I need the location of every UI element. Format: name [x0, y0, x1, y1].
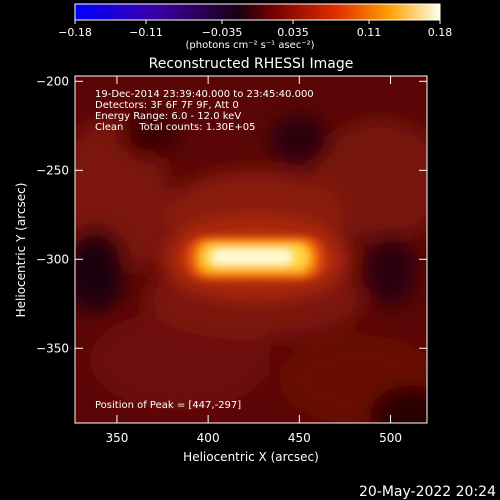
y-axis-ticks: −200 −250 −300 −350 — [36, 74, 427, 355]
x-tick-label: 400 — [197, 431, 220, 445]
y-tick-label: −350 — [36, 341, 69, 355]
colorbar-units: (photons cm⁻² s⁻¹ asec⁻²) — [185, 40, 314, 51]
plot-frame — [74, 75, 428, 424]
annotation-peak-position: Position of Peak = [447,-297] — [95, 400, 241, 411]
y-tick-label: −250 — [36, 163, 69, 177]
x-tick-label: 500 — [379, 431, 402, 445]
heatmap-image — [75, 76, 427, 423]
y-tick-label: −200 — [36, 74, 69, 88]
y-tick-label: −300 — [36, 252, 69, 266]
x-axis-label: Heliocentric X (arcsec) — [183, 450, 319, 464]
colorbar-tick-label: −0.035 — [202, 26, 243, 39]
colorbar-ticks: −0.18 −0.11 −0.035 0.035 0.11 0.18 — [58, 20, 452, 39]
x-tick-label: 450 — [288, 431, 311, 445]
annotation-energy-range: Energy Range: 6.0 - 12.0 keV — [95, 111, 241, 122]
annotation-method-counts: Clean Total counts: 1.30E+05 — [95, 122, 255, 133]
x-axis-ticks: 350 400 450 500 — [105, 76, 402, 445]
y-axis-label: Heliocentric Y (arcsec) — [14, 183, 28, 318]
annotation-time-range: 19-Dec-2014 23:39:40.000 to 23:45:40.000 — [95, 89, 314, 100]
annotations: 19-Dec-2014 23:39:40.000 to 23:45:40.000… — [95, 89, 314, 411]
chart-title: Reconstructed RHESSI Image — [149, 56, 354, 72]
colorbar: −0.18 −0.11 −0.035 0.035 0.11 0.18 (photons c… — [58, 3, 452, 51]
colorbar-tick-label: 0.11 — [357, 26, 382, 39]
x-tick-label: 350 — [105, 431, 128, 445]
colorbar-gradient — [74, 3, 441, 21]
footer-timestamp: 20-May-2022 20:24 — [359, 484, 496, 500]
colorbar-tick-label: 0.035 — [277, 26, 309, 39]
colorbar-tick-label: −0.11 — [129, 26, 163, 39]
annotation-detectors: Detectors: 3F 6F 7F 9F, Att 0 — [95, 100, 239, 111]
colorbar-tick-label: 0.18 — [428, 26, 453, 39]
colorbar-tick-label: −0.18 — [58, 26, 92, 39]
